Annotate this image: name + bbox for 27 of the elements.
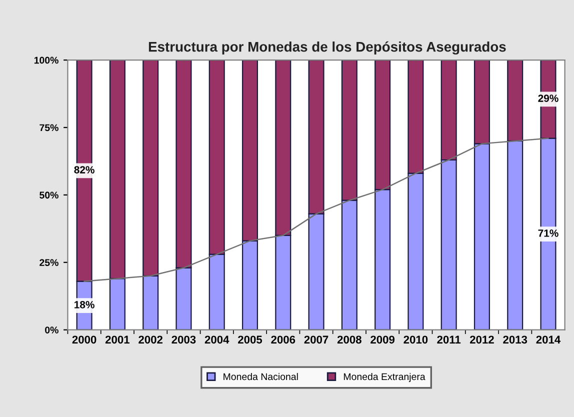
x-tick-label: 2007 — [304, 336, 328, 344]
x-tick-label: 2010 — [404, 336, 428, 344]
data-label: 71% — [538, 230, 558, 237]
x-tick-label: 2001 — [105, 336, 130, 344]
x-tick-label: 2008 — [337, 336, 362, 344]
data-label: 29% — [538, 94, 558, 102]
y-tick-label: 50% — [40, 192, 58, 199]
x-tick-label: 2012 — [470, 336, 494, 344]
data-label: 18% — [74, 300, 94, 308]
x-tick-label: 2002 — [138, 336, 162, 344]
legend-label: Moneda Extranjera — [344, 372, 426, 382]
legend-label: Moneda Nacional — [224, 372, 298, 380]
x-tick-label: 2014 — [536, 336, 561, 344]
x-tick-label: 2003 — [172, 336, 196, 344]
y-tick-label: 100% — [34, 56, 58, 64]
y-tick-label: 25% — [40, 259, 58, 266]
y-tick-label: 75% — [40, 124, 58, 132]
data-label: 82% — [74, 166, 94, 174]
x-tick-label: 2006 — [271, 336, 296, 344]
x-tick-label: 2011 — [437, 336, 461, 344]
y-tick-label: 0% — [45, 326, 58, 334]
x-tick-label: 2005 — [238, 336, 262, 344]
chart-title: Estructura por Monedas de los Depósitos Asegurados — [148, 41, 506, 55]
x-tick-label: 2013 — [503, 336, 528, 344]
x-tick-label: 2009 — [370, 336, 394, 344]
x-tick-label: 2004 — [204, 336, 230, 344]
x-tick-label: 2000 — [72, 336, 96, 344]
